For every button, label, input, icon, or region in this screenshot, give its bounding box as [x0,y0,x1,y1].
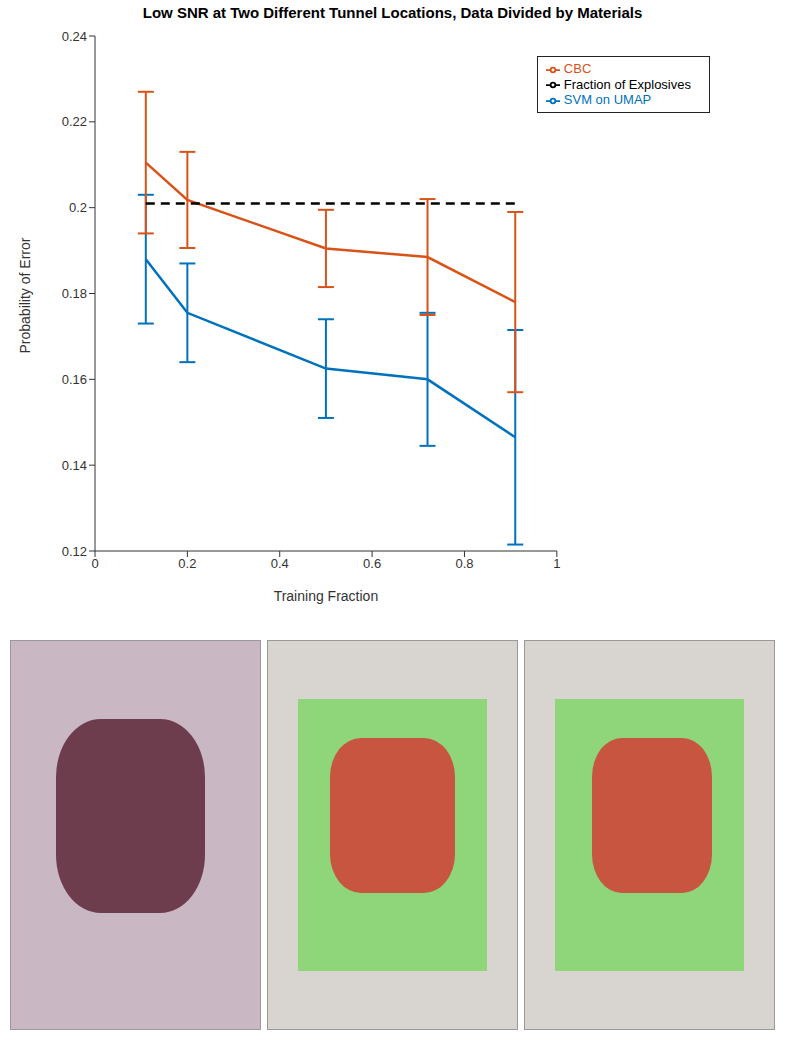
html-text:Low SNR at Two Different Tunne: Low SNR at Two Different Tunnel Location… [142,4,643,21]
svg-text:0.24: 0.24 [62,29,87,44]
svg-text:0.2: 0.2 [69,200,87,215]
svg-text:0.4: 0.4 [271,556,289,571]
html-text:CBC: CBC [563,61,592,76]
svg-text:0.18: 0.18 [62,286,87,301]
svg-text:1: 1 [553,556,560,571]
svg-text:0.8: 0.8 [455,556,473,571]
html-text:Fraction of Explosives: Fraction of Explosives [563,76,691,92]
svg-text:0.22: 0.22 [62,114,87,129]
svg-text:0.12: 0.12 [62,544,87,559]
svg-text:0.2: 0.2 [178,556,196,571]
html-text:SVM on UMAP: SVM on UMAP [563,92,652,108]
svg-text:Training Fraction: Training Fraction [274,588,379,604]
svg-text:0.14: 0.14 [62,458,87,473]
svg-text:Probability of Error: Probability of Error [17,237,33,353]
svg-text:0.6: 0.6 [363,556,381,571]
svg-text:0.16: 0.16 [62,372,87,387]
svg-text:0: 0 [91,556,98,571]
